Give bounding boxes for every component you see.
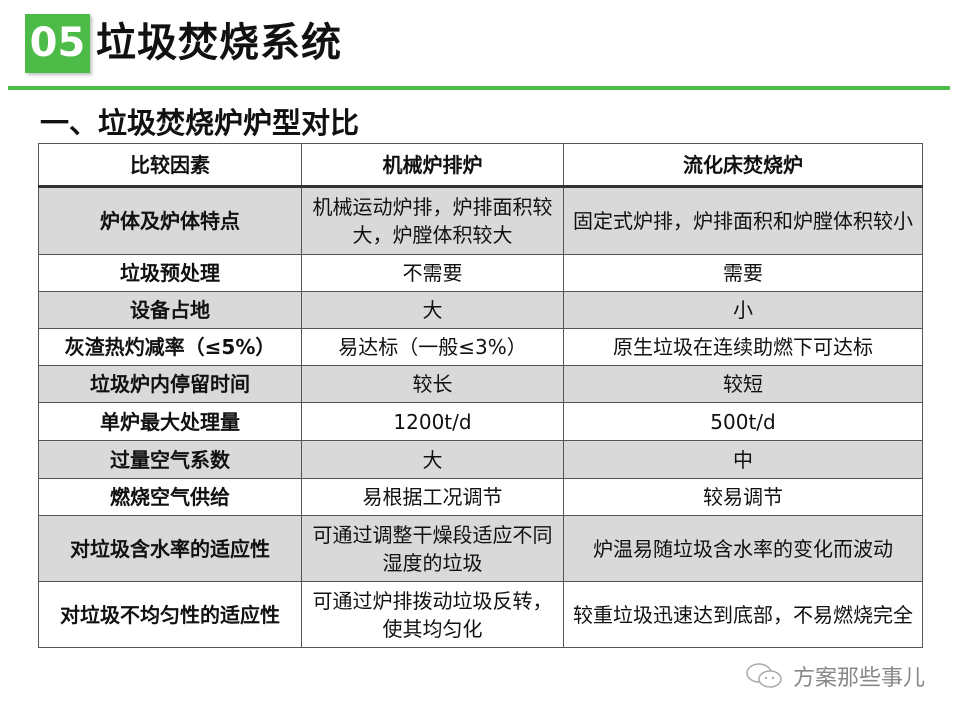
factor-cell: 垃圾预处理 xyxy=(38,254,302,292)
column-header: 比较因素 xyxy=(38,143,302,188)
wechat-icon xyxy=(746,663,782,688)
table-row: 过量空气系数大中 xyxy=(38,440,923,479)
fluidized-bed-cell: 固定式炉排，炉排面积和炉膛体积较小 xyxy=(563,186,923,255)
table-row: 灰渣热灼减率（≤5%） 易达标（一般≤3%） 原生垃圾在连续助燃下可达标 xyxy=(38,328,923,366)
title-divider xyxy=(8,86,950,90)
section-number-badge: 05 xyxy=(25,14,90,73)
fluidized-bed-cell: 炉温易随垃圾含水率的变化而波动 xyxy=(563,515,923,582)
table-row: 设备占地大小 xyxy=(38,291,923,329)
fluidized-bed-cell: 500t/d xyxy=(563,402,923,441)
fluidized-bed-cell: 小 xyxy=(563,291,923,329)
table-row: 燃烧空气供给 易根据工况调节 较易调节 xyxy=(38,478,923,516)
fluidized-bed-cell: 需要 xyxy=(563,254,923,292)
column-header: 机械炉排炉 xyxy=(301,143,564,188)
grate-furnace-cell: 可通过调整干燥段适应不同湿度的垃圾 xyxy=(301,515,564,582)
grate-furnace-cell: 大 xyxy=(301,291,564,329)
table-row: 对垃圾含水率的适应性 可通过调整干燥段适应不同湿度的垃圾 炉温易随垃圾含水率的变化而… xyxy=(38,515,923,582)
grate-furnace-cell: 1200t/d xyxy=(301,402,564,441)
grate-furnace-cell: 机械运动炉排，炉排面积较大，炉膛体积较大 xyxy=(301,186,564,255)
fluidized-bed-cell: 中 xyxy=(563,440,923,479)
factor-cell: 单炉最大处理量 xyxy=(38,402,302,441)
fluidized-bed-cell: 较易调节 xyxy=(563,478,923,516)
table-row: 垃圾炉内停留时间 较长 较短 xyxy=(38,365,923,403)
watermark: 方案那些事儿 xyxy=(745,660,925,692)
fluidized-bed-cell: 较重垃圾迅速达到底部，不易燃烧完全 xyxy=(563,581,923,648)
factor-cell: 燃烧空气供给 xyxy=(38,478,302,516)
factor-cell: 设备占地 xyxy=(38,291,302,329)
watermark-text: 方案那些事儿 xyxy=(793,666,926,691)
factor-cell: 垃圾炉内停留时间 xyxy=(38,365,302,403)
grate-furnace-cell: 较长 xyxy=(301,365,564,403)
grate-furnace-cell: 易根据工况调节 xyxy=(301,478,564,516)
fluidized-bed-cell: 较短 xyxy=(563,365,923,403)
table-row: 炉体及炉体特点 机械运动炉排，炉排面积较大，炉膛体积较大 固定式炉排，炉排面积和炉膛… xyxy=(38,186,923,255)
column-header: 流化床焚烧炉 xyxy=(563,143,923,188)
grate-furnace-cell: 大 xyxy=(301,440,564,479)
factor-cell: 过量空气系数 xyxy=(38,440,302,479)
factor-cell: 对垃圾不均匀性的适应性 xyxy=(38,581,302,648)
grate-furnace-cell: 易达标（一般≤3%） xyxy=(301,328,564,366)
page-title: 垃圾焚烧系统 xyxy=(96,20,342,66)
table-row: 对垃圾不均匀性的适应性 可通过炉排拨动垃圾反转，使其均匀化 较重垃圾迅速达到底部，不… xyxy=(38,581,923,648)
factor-cell: 炉体及炉体特点 xyxy=(38,186,302,255)
table-header-row: 比较因素 机械炉排炉 流化床焚烧炉 xyxy=(38,143,923,188)
comparison-table: 比较因素 机械炉排炉 流化床焚烧炉 炉体及炉体特点 机械运动炉排，炉排面积较大，炉… xyxy=(38,143,923,648)
factor-cell: 灰渣热灼减率（≤5%） xyxy=(38,328,302,366)
grate-furnace-cell: 可通过炉排拨动垃圾反转，使其均匀化 xyxy=(301,581,564,648)
factor-cell: 对垃圾含水率的适应性 xyxy=(38,515,302,582)
fluidized-bed-cell: 原生垃圾在连续助燃下可达标 xyxy=(563,328,923,366)
grate-furnace-cell: 不需要 xyxy=(301,254,564,292)
section-subtitle: 一、垃圾焚烧炉炉型对比 xyxy=(40,106,360,140)
table-row: 垃圾预处理 不需要 需要 xyxy=(38,254,923,292)
table-row: 单炉最大处理量 1200t/d 500t/d xyxy=(38,402,923,441)
